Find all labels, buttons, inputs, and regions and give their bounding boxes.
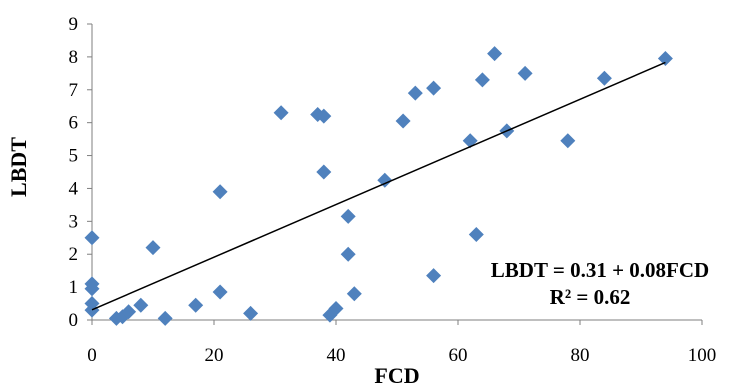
data-point xyxy=(657,51,673,67)
data-point xyxy=(560,133,576,149)
axes xyxy=(87,23,703,325)
y-tick-label: 4 xyxy=(69,178,79,199)
data-point xyxy=(346,286,362,302)
data-point xyxy=(395,113,411,129)
data-point xyxy=(596,70,612,86)
data-point xyxy=(517,65,533,81)
y-tick-label: 2 xyxy=(69,244,79,265)
data-point xyxy=(377,172,393,188)
y-tick-labels: 0 1 2 3 4 5 6 7 8 9 xyxy=(69,14,79,331)
data-point xyxy=(407,85,423,101)
y-axis-title: LBDT xyxy=(6,137,31,197)
trend-line xyxy=(91,61,666,311)
y-tick-label: 7 xyxy=(69,80,79,101)
y-tick-label: 1 xyxy=(69,277,79,298)
y-tick-label: 8 xyxy=(69,47,79,68)
x-tick-label: 0 xyxy=(87,345,97,366)
y-tick-label: 6 xyxy=(69,113,79,134)
data-point xyxy=(121,304,137,320)
data-point xyxy=(426,80,442,96)
x-tick-label: 40 xyxy=(327,345,346,366)
data-point xyxy=(133,297,149,313)
data-point xyxy=(487,46,503,62)
data-point xyxy=(426,268,442,284)
y-tick-label: 0 xyxy=(69,310,79,331)
r-squared-label: R² = 0.62 xyxy=(550,285,631,309)
data-point xyxy=(243,305,259,321)
y-tick-label: 9 xyxy=(69,14,79,35)
data-point xyxy=(340,246,356,262)
data-point xyxy=(84,230,100,246)
x-tick-labels: 0 20 40 60 80 100 xyxy=(87,345,716,366)
data-point xyxy=(340,208,356,224)
data-point xyxy=(273,105,289,121)
equation-label: LBDT = 0.31 + 0.08FCD xyxy=(491,258,709,282)
x-axis-title: FCD xyxy=(374,363,419,385)
data-point xyxy=(157,310,173,326)
data-point xyxy=(316,108,332,124)
x-tick-label: 100 xyxy=(688,345,717,366)
data-point xyxy=(145,240,161,256)
y-tick-label: 5 xyxy=(69,146,79,167)
data-point xyxy=(474,72,490,88)
data-points xyxy=(84,46,673,326)
data-point xyxy=(212,184,228,200)
x-tick-label: 60 xyxy=(449,345,468,366)
data-point xyxy=(328,300,344,316)
data-point xyxy=(212,284,228,300)
x-tick-label: 80 xyxy=(571,345,590,366)
x-tick-label: 20 xyxy=(205,345,224,366)
data-point xyxy=(316,164,332,180)
y-tick-label: 3 xyxy=(69,211,79,232)
data-point xyxy=(84,281,100,297)
data-point xyxy=(84,302,100,318)
data-point xyxy=(188,297,204,313)
data-point xyxy=(468,226,484,242)
